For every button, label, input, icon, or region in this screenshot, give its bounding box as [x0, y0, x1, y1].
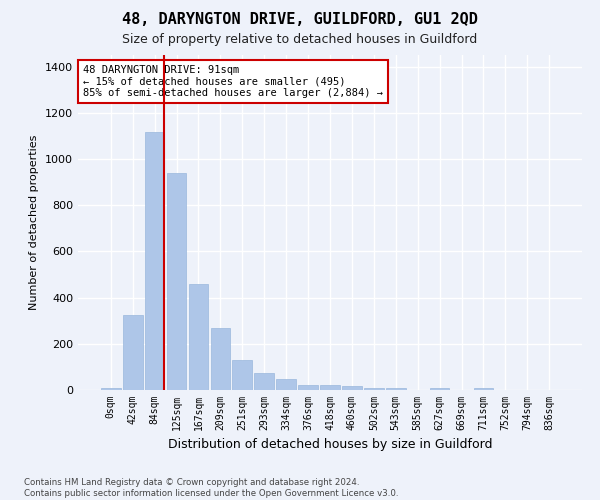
Bar: [254, 372, 274, 390]
Bar: [320, 385, 340, 390]
Text: Size of property relative to detached houses in Guildford: Size of property relative to detached ho…: [122, 32, 478, 46]
Bar: [167, 173, 187, 390]
Y-axis label: Number of detached properties: Number of detached properties: [29, 135, 40, 310]
X-axis label: Distribution of detached houses by size in Guildford: Distribution of detached houses by size …: [168, 438, 492, 452]
Bar: [364, 388, 384, 390]
Bar: [188, 284, 208, 390]
Bar: [386, 388, 406, 390]
Bar: [473, 388, 493, 390]
Bar: [145, 132, 164, 390]
Text: 48, DARYNGTON DRIVE, GUILDFORD, GU1 2QD: 48, DARYNGTON DRIVE, GUILDFORD, GU1 2QD: [122, 12, 478, 28]
Bar: [101, 388, 121, 390]
Bar: [342, 386, 362, 390]
Text: 48 DARYNGTON DRIVE: 91sqm
← 15% of detached houses are smaller (495)
85% of semi: 48 DARYNGTON DRIVE: 91sqm ← 15% of detac…: [83, 65, 383, 98]
Bar: [276, 379, 296, 390]
Bar: [232, 360, 252, 390]
Bar: [123, 315, 143, 390]
Text: Contains HM Land Registry data © Crown copyright and database right 2024.
Contai: Contains HM Land Registry data © Crown c…: [24, 478, 398, 498]
Bar: [211, 328, 230, 390]
Bar: [298, 386, 318, 390]
Bar: [430, 388, 449, 390]
